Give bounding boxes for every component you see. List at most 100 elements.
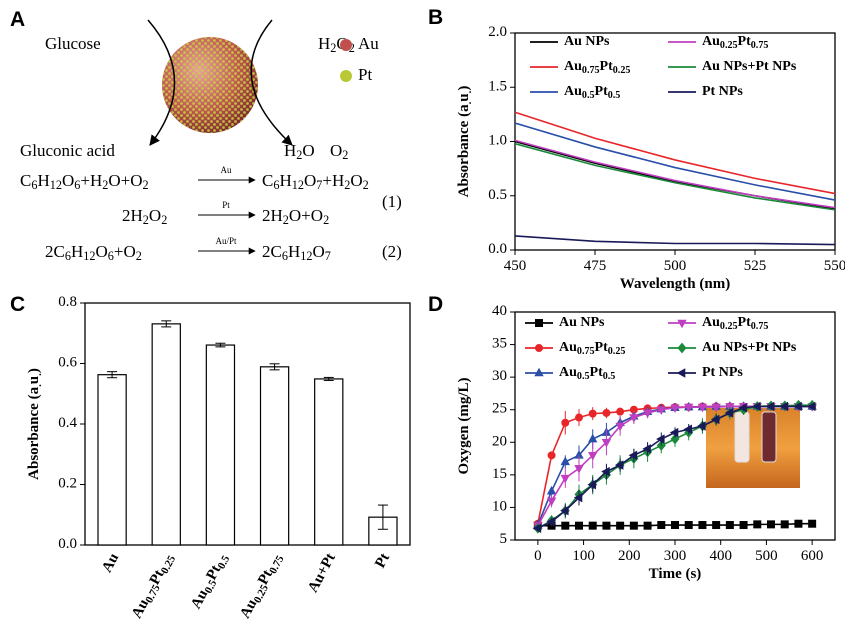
panel-label: B [428, 6, 443, 29]
legend-label: Au0.5Pt0.5 [559, 365, 615, 382]
equation-left: 2C6H12O6+O2 [45, 242, 142, 263]
y-axis-title: Absorbance (a.u.) [456, 86, 474, 198]
legend-label: Au0.75Pt0.25 [559, 340, 625, 357]
marker [684, 521, 693, 530]
marker [575, 413, 583, 422]
catalyst: Au/Pt [215, 236, 237, 246]
marker [725, 521, 734, 530]
marker [560, 474, 570, 484]
bar [97, 374, 127, 546]
marker [588, 433, 598, 443]
bar [259, 366, 290, 546]
x-tick-label: 550 [824, 258, 845, 274]
marker [697, 421, 706, 431]
legend-label: Pt NPs [702, 365, 743, 380]
nanoparticle-surface [162, 37, 258, 133]
marker [752, 401, 761, 412]
marker [677, 342, 687, 354]
equation-right: C6H12O7+H2O2 [262, 171, 369, 192]
x-axis-title: Time (s) [649, 566, 702, 582]
y-tick-label: 20 [492, 434, 507, 450]
marker [670, 433, 680, 445]
legend-label: Au0.25Pt0.75 [702, 315, 768, 332]
marker [765, 401, 775, 412]
marker [546, 497, 557, 507]
product: O2 [330, 141, 348, 162]
x-tick-label: 300 [664, 548, 687, 564]
marker [560, 456, 570, 466]
x-tick-label: 400 [709, 548, 732, 564]
bar [314, 378, 344, 546]
x-tick-label: Pt [373, 551, 394, 571]
marker [642, 409, 653, 419]
marker [601, 466, 610, 477]
marker [561, 521, 570, 530]
equation-right: 2C6H12O7 [262, 242, 331, 263]
marker [602, 521, 611, 530]
photo-background [706, 408, 800, 488]
legend-label: Au NPs+Pt NPs [702, 59, 797, 74]
marker [676, 368, 686, 378]
marker [615, 422, 625, 432]
marker [547, 451, 556, 460]
y-tick-label: 35 [492, 336, 507, 352]
panel-label: C [10, 293, 25, 316]
marker [561, 418, 570, 427]
marker [535, 344, 543, 352]
arrow [147, 19, 176, 146]
marker [806, 401, 816, 412]
legend-label: Au0.25Pt0.75 [702, 34, 768, 51]
product: Gluconic acid [20, 141, 115, 160]
marker [575, 521, 583, 530]
marker [560, 505, 569, 516]
legend-text: Au [358, 34, 379, 53]
marker [656, 406, 666, 415]
series-line [514, 122, 836, 201]
marker [616, 407, 625, 416]
x-tick-label: Au0.5Pt0.5 [189, 551, 233, 613]
marker [614, 460, 624, 470]
legend-dot [340, 39, 352, 51]
marker [710, 414, 720, 425]
inset-photo [706, 408, 800, 488]
legend-label: Au0.75Pt0.25 [564, 59, 630, 76]
legend-dot [340, 70, 352, 82]
series-line [514, 235, 836, 246]
legend-label: Au0.5Pt0.5 [564, 84, 620, 101]
vial [734, 411, 750, 463]
marker [670, 404, 680, 413]
marker [697, 403, 708, 413]
marker [724, 408, 734, 418]
marker [738, 403, 747, 413]
y-tick-label: 0.2 [58, 476, 77, 492]
panel-label: A [10, 8, 25, 31]
marker [753, 520, 762, 529]
marker [780, 520, 789, 529]
marker [629, 521, 638, 530]
marker [588, 521, 597, 530]
x-tick-label: 200 [618, 548, 641, 564]
catalyst: Pt [222, 200, 230, 210]
catalyst: Au [221, 165, 232, 175]
y-tick-label: 0.8 [58, 294, 77, 310]
marker [779, 401, 789, 412]
y-tick-label: 1.0 [488, 133, 507, 149]
marker [739, 521, 748, 530]
scheme: A Glucose H2O2 Au Pt Gluconic acid H2O O… [10, 8, 402, 263]
arrow [250, 19, 293, 146]
marker [677, 319, 687, 329]
y-axis-title: Absorbance (a.u.) [26, 368, 44, 480]
series-line [514, 139, 836, 209]
x-tick-label: Au0.25Pt0.75 [238, 551, 287, 622]
marker [808, 519, 817, 528]
y-tick-label: 0.5 [488, 187, 507, 203]
x-tick-label: 100 [572, 548, 595, 564]
x-tick-label: 0 [534, 548, 542, 564]
marker [629, 414, 639, 423]
product: H2O [284, 141, 315, 162]
marker [587, 479, 597, 490]
y-tick-label: 10 [492, 499, 507, 515]
equation-left: C6H12O6+H2O+O2 [20, 171, 149, 192]
reactant: Glucose [45, 34, 101, 53]
